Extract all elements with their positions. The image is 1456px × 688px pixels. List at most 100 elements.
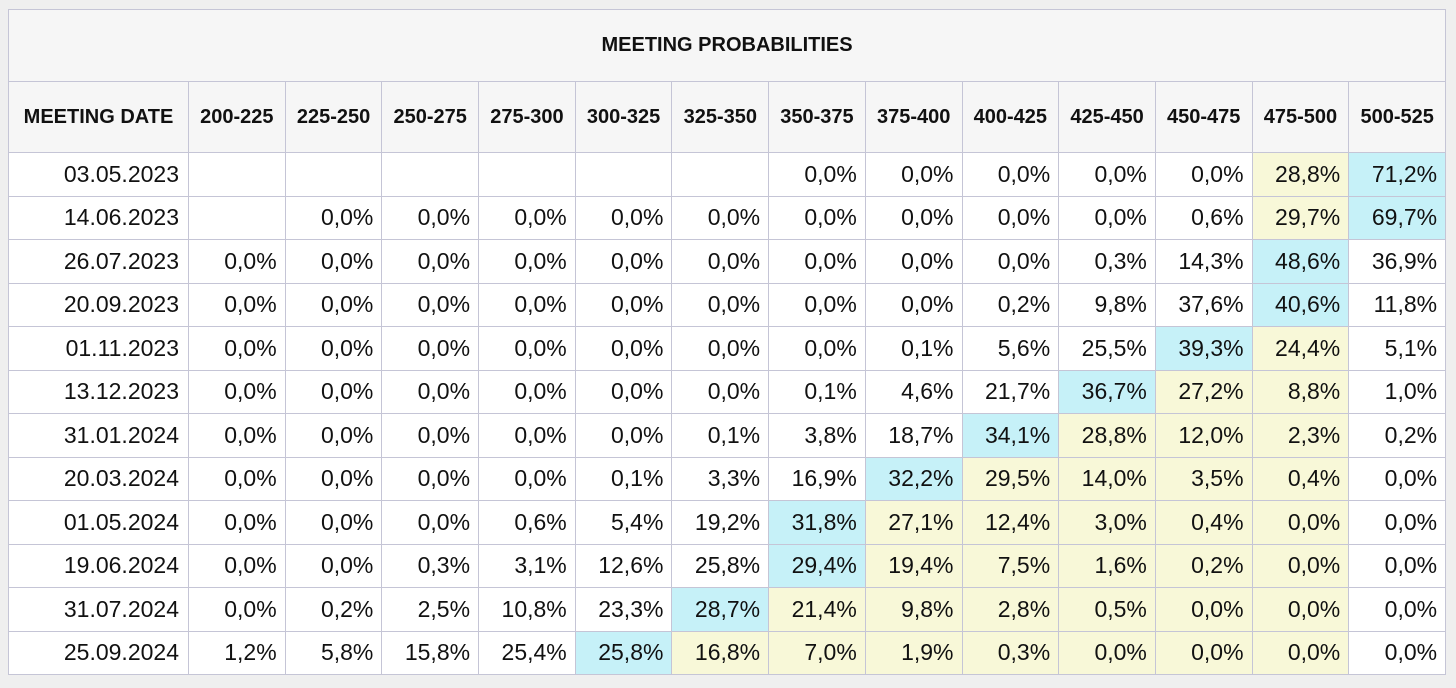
probability-cell: 16,9%: [768, 456, 866, 501]
meeting-date-cell: 01.11.2023: [8, 326, 189, 371]
column-header: 325-350: [671, 81, 770, 153]
table-row: 13.12.2023 0,0% 0,0% 0,0% 0,0% 0,0% 0,0% 0,1% 4,…: [8, 369, 1447, 414]
probability-cell: 0,0%: [188, 456, 286, 501]
probability-cell: 0,0%: [961, 152, 1060, 197]
probability-cell: [188, 152, 286, 197]
probability-cell: 0,0%: [864, 195, 963, 240]
probability-cell: 0,0%: [284, 500, 383, 545]
probability-cell: 25,4%: [478, 630, 576, 675]
probability-cell: 5,8%: [284, 630, 383, 675]
probability-cell: 2,3%: [1251, 413, 1350, 458]
probability-cell: 0,0%: [961, 239, 1060, 284]
probability-cell: 16,8%: [671, 630, 770, 675]
probability-cell: 32,2%: [864, 456, 963, 501]
table-row: 20.03.2024 0,0% 0,0% 0,0% 0,0% 0,1% 3,3% 16,9% 3…: [8, 456, 1447, 501]
table-row: 20.09.2023 0,0% 0,0% 0,0% 0,0% 0,0% 0,0% 0,0% 0,…: [8, 282, 1447, 327]
probability-cell: 0,0%: [1348, 500, 1447, 545]
probability-cell: 0,6%: [1154, 195, 1253, 240]
probability-cell: 23,3%: [574, 587, 673, 632]
table-row: 31.01.2024 0,0% 0,0% 0,0% 0,0% 0,0% 0,1% 3,8% 18…: [8, 413, 1447, 458]
probability-cell: 0,0%: [381, 195, 480, 240]
probability-cell: 0,3%: [961, 630, 1060, 675]
probability-cell: 0,0%: [284, 456, 383, 501]
column-header: 200-225: [188, 81, 286, 153]
meeting-date-cell: 01.05.2024: [8, 500, 189, 545]
probability-cell: 5,4%: [574, 500, 673, 545]
probability-cell: 0,0%: [478, 369, 576, 414]
probability-cell: 0,0%: [1251, 500, 1350, 545]
probability-cell: 29,5%: [961, 456, 1060, 501]
table-row: 25.09.2024 1,2% 5,8% 15,8% 25,4% 25,8% 16,8% 7,…: [8, 630, 1447, 675]
probability-cell: 0,0%: [1058, 195, 1156, 240]
probability-cell: 14,3%: [1154, 239, 1253, 284]
probability-cell: 0,0%: [188, 326, 286, 371]
probability-cell: 0,0%: [1058, 152, 1156, 197]
probability-cell: 0,0%: [671, 326, 770, 371]
probability-cell: 27,2%: [1154, 369, 1253, 414]
probability-cell: [284, 152, 383, 197]
probability-cell: 0,0%: [381, 413, 480, 458]
column-header-row: MEETING DATE 200-225 225-250 250-275 275-30…: [8, 81, 1447, 153]
probability-cell: 39,3%: [1154, 326, 1253, 371]
meeting-date-cell: 25.09.2024: [8, 630, 189, 675]
probability-cell: 0,0%: [188, 587, 286, 632]
probability-cell: 8,8%: [1251, 369, 1350, 414]
probability-cell: 0,0%: [381, 239, 480, 284]
probability-cell: 0,0%: [671, 369, 770, 414]
probability-cell: [381, 152, 480, 197]
probability-cell: 0,0%: [574, 326, 673, 371]
probability-cell: 0,0%: [381, 369, 480, 414]
probability-cell: 3,8%: [768, 413, 866, 458]
probability-cell: 69,7%: [1348, 195, 1447, 240]
probability-cell: [671, 152, 770, 197]
probability-cell: 0,2%: [961, 282, 1060, 327]
probability-cell: 0,0%: [188, 369, 286, 414]
probability-cell: 0,0%: [768, 326, 866, 371]
probability-cell: 25,5%: [1058, 326, 1156, 371]
probability-cell: 0,0%: [284, 239, 383, 284]
probability-cell: 0,0%: [768, 152, 866, 197]
meeting-date-header: MEETING DATE: [8, 81, 189, 153]
column-header: 250-275: [381, 81, 480, 153]
probability-cell: 0,1%: [768, 369, 866, 414]
column-header: 275-300: [478, 81, 576, 153]
probability-cell: 0,0%: [381, 326, 480, 371]
probability-cell: 3,1%: [478, 543, 576, 588]
probability-cell: 48,6%: [1251, 239, 1350, 284]
column-header: 375-400: [864, 81, 963, 153]
probability-cell: 0,0%: [574, 413, 673, 458]
probability-cell: 1,0%: [1348, 369, 1447, 414]
probability-cell: 0,0%: [284, 369, 383, 414]
probability-cell: 36,9%: [1348, 239, 1447, 284]
probability-cell: 7,0%: [768, 630, 866, 675]
probability-cell: 37,6%: [1154, 282, 1253, 327]
meeting-date-cell: 14.06.2023: [8, 195, 189, 240]
table-body: 03.05.2023 0,0% 0,0% 0,0% 0,0% 0,0% 28,8% 71,2%…: [8, 152, 1447, 675]
probability-cell: 31,8%: [768, 500, 866, 545]
probability-cell: 0,0%: [284, 282, 383, 327]
probability-cell: 10,8%: [478, 587, 576, 632]
probability-cell: 0,0%: [1348, 543, 1447, 588]
probability-cell: 12,0%: [1154, 413, 1253, 458]
column-header: 425-450: [1058, 81, 1156, 153]
probability-cell: 0,0%: [284, 413, 383, 458]
probability-cell: 24,4%: [1251, 326, 1350, 371]
probability-cell: 0,5%: [1058, 587, 1156, 632]
probability-cell: 34,1%: [961, 413, 1060, 458]
probability-cell: 28,8%: [1058, 413, 1156, 458]
probability-cell: 0,0%: [1251, 587, 1350, 632]
probability-cell: 18,7%: [864, 413, 963, 458]
probability-cell: 1,9%: [864, 630, 963, 675]
probability-cell: 5,6%: [961, 326, 1060, 371]
probability-cell: 21,4%: [768, 587, 866, 632]
probability-cell: 0,2%: [1154, 543, 1253, 588]
column-header: 450-475: [1154, 81, 1253, 153]
probability-cell: 0,0%: [1154, 587, 1253, 632]
probability-cell: 0,3%: [381, 543, 480, 588]
column-header: 225-250: [284, 81, 383, 153]
probability-cell: 19,4%: [864, 543, 963, 588]
probability-cell: 27,1%: [864, 500, 963, 545]
probability-cell: 2,8%: [961, 587, 1060, 632]
probability-cell: 12,4%: [961, 500, 1060, 545]
